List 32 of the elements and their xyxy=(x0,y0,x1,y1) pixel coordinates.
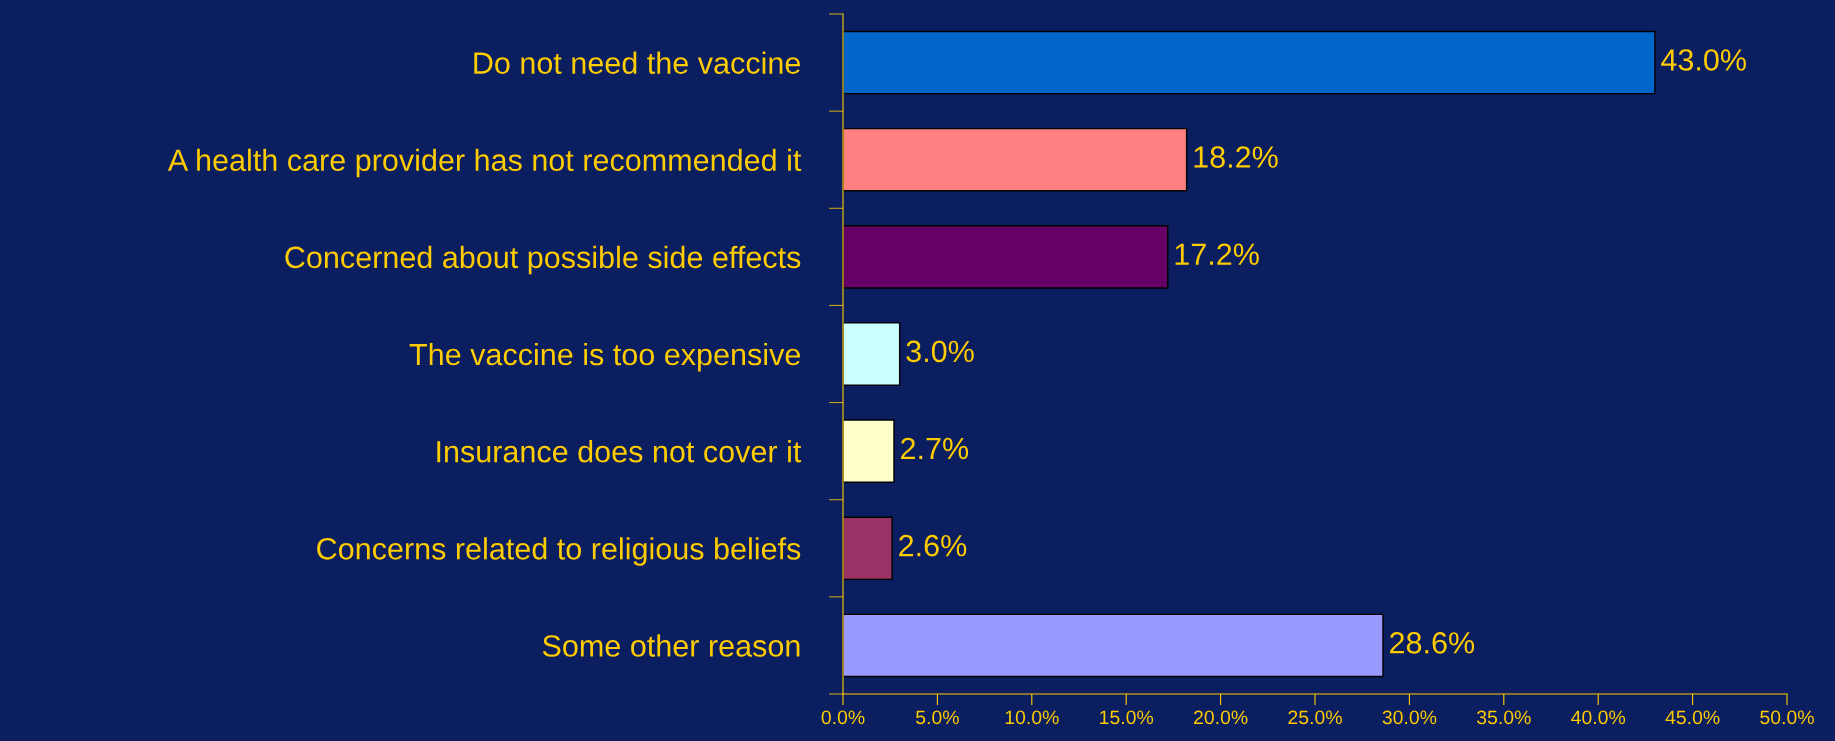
y-tick-label: Concerned about possible side effects xyxy=(285,245,801,275)
x-tick-label: 50.0% xyxy=(1760,710,1814,725)
y-tick-label: The vaccine is too expensive xyxy=(409,342,800,372)
bar xyxy=(843,30,1656,95)
bar xyxy=(843,127,1188,192)
bar xyxy=(843,613,1384,678)
y-tick-label: Concerns related to religious beliefs xyxy=(317,537,801,566)
x-tick-label: 35.0% xyxy=(1476,710,1531,725)
data-label: 17.2% xyxy=(1175,243,1259,265)
x-tick-label: 30.0% xyxy=(1382,710,1437,725)
x-tick-label: 25.0% xyxy=(1288,710,1342,725)
y-tick-label: Some other reason xyxy=(542,634,800,657)
data-label: 28.6% xyxy=(1390,631,1475,654)
bar xyxy=(843,225,1169,289)
x-tick-label: 5.0% xyxy=(916,710,959,725)
data-label: 2.7% xyxy=(901,437,969,460)
x-tick-label: 15.0% xyxy=(1100,710,1154,725)
y-tick-label: Do not need the vaccine xyxy=(474,51,800,74)
x-tick-label: 45.0% xyxy=(1665,710,1720,725)
data-label: 3.0% xyxy=(906,340,974,363)
x-tick-label: 10.0% xyxy=(1005,710,1059,725)
bar xyxy=(843,516,893,581)
x-tick-label: 40.0% xyxy=(1571,710,1626,725)
bar xyxy=(843,322,901,386)
y-tick-label: Insurance does not cover it xyxy=(437,440,802,463)
x-tick-label: 0.0% xyxy=(821,710,865,725)
y-tick-label: A health care provider has not recommended it xyxy=(167,148,802,178)
bar xyxy=(843,419,895,483)
data-label: 2.6% xyxy=(899,534,967,557)
data-label: 43.0% xyxy=(1661,49,1746,71)
x-tick-label: 20.0% xyxy=(1194,710,1248,725)
data-label: 18.2% xyxy=(1194,146,1278,168)
